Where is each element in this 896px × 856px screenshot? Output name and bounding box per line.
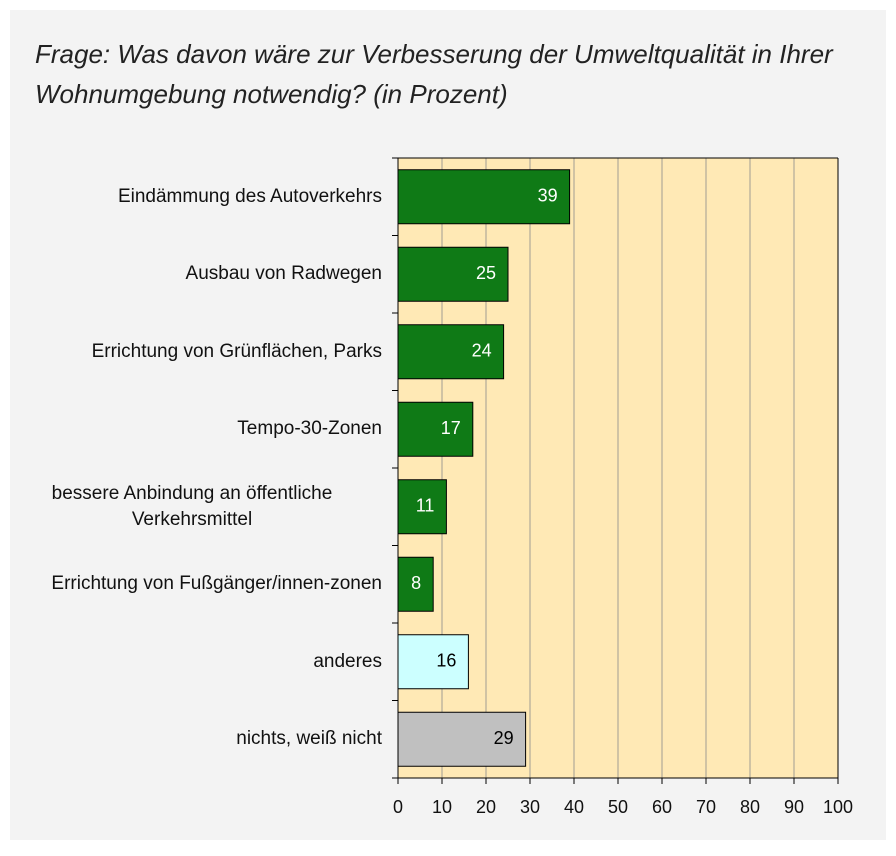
bar [397, 556, 434, 612]
bar [397, 324, 505, 380]
x-tick-label: 50 [608, 797, 628, 817]
y-tick-text: Errichtung von Grünflächen, Parks [91, 340, 382, 362]
x-tick-label: 10 [432, 797, 452, 817]
y-tick-text: bessere Anbindung an öffentliche Verkehr… [51, 482, 333, 530]
y-tick-text: nichts, weiß nicht [236, 728, 382, 750]
y-tick-text: Tempo-30-Zonen [237, 418, 382, 440]
y-tick-label: anderes [2, 649, 382, 675]
y-tick-text: Errichtung von Fußgänger/innen-zonen [51, 573, 382, 595]
value-label: 11 [416, 496, 435, 516]
y-tick-text: Eindämmung des Autoverkehrs [117, 185, 382, 207]
y-tick-label: Errichtung von Fußgänger/innen-zonen [2, 571, 382, 597]
bar [397, 711, 527, 767]
x-tick-label: 0 [393, 797, 403, 817]
y-tick-text: Ausbau von Radwegen [185, 263, 382, 285]
value-label: 8 [411, 573, 421, 593]
x-tick-label: 90 [784, 797, 804, 817]
y-tick-label: Errichtung von Grünflächen, Parks [2, 339, 382, 365]
bar [397, 169, 571, 225]
x-tick-label: 70 [696, 797, 716, 817]
value-label: 39 [538, 186, 558, 206]
y-tick-text: anderes [313, 650, 382, 672]
value-label: 17 [441, 418, 461, 438]
y-tick-label: nichts, weiß nicht [2, 726, 382, 752]
x-tick-label: 100 [823, 797, 853, 817]
bar [397, 246, 509, 302]
chart-title: Frage: Was davon wäre zur Verbesserung d… [35, 39, 833, 109]
y-tick-label: Tempo-30-Zonen [2, 416, 382, 442]
bar [397, 634, 469, 690]
value-label: 29 [494, 728, 514, 748]
y-tick-label: Eindämmung des Autoverkehrs [2, 184, 382, 210]
x-tick-label: 80 [740, 797, 760, 817]
x-tick-label: 60 [652, 797, 672, 817]
value-label: 24 [472, 341, 492, 361]
y-tick-label: Ausbau von Radwegen [2, 261, 382, 287]
value-label: 25 [476, 263, 496, 283]
y-tick-label: bessere Anbindung an öffentliche Verkehr… [2, 481, 382, 533]
value-label: 16 [436, 651, 456, 671]
bar [397, 479, 447, 535]
bar [397, 401, 474, 457]
x-tick-label: 30 [520, 797, 540, 817]
x-tick-label: 40 [564, 797, 584, 817]
x-tick-label: 20 [476, 797, 496, 817]
